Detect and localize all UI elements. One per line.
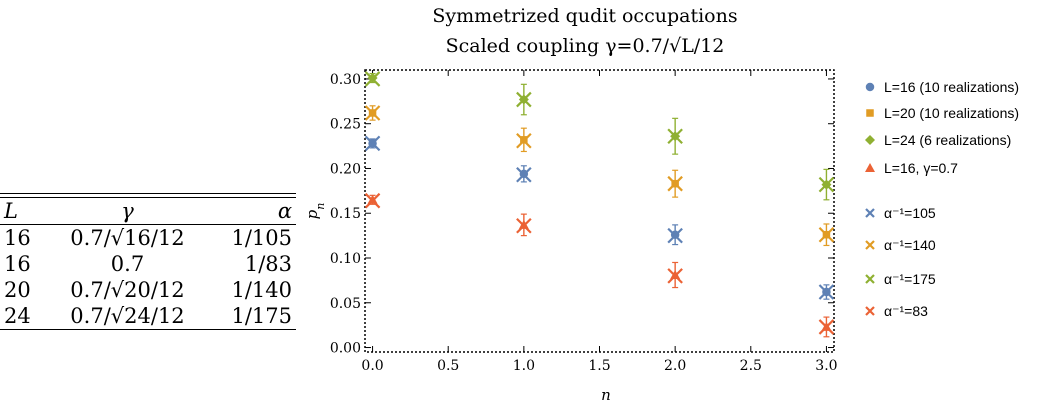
data-point xyxy=(667,175,683,192)
legend-label: L=16, γ=0.7 xyxy=(884,160,958,176)
y-tick-label: 0.05 xyxy=(330,296,361,312)
x-tick-label: 2.0 xyxy=(664,358,686,374)
y-tick-label: 0.20 xyxy=(330,161,361,177)
occupation-chart: Symmetrized qudit occupations Scaled cou… xyxy=(303,5,1019,404)
legend-marker xyxy=(865,135,875,145)
plot-frame xyxy=(364,69,835,353)
cell-alpha: 1/140 xyxy=(231,278,292,302)
table-row: 20 0.7/√20/12 1/140 xyxy=(0,277,296,303)
legend-marker xyxy=(865,82,875,92)
data-point xyxy=(818,226,835,243)
cell-gamma: 0.7 xyxy=(110,252,145,276)
parameter-table-grid: L γ α 16 0.7/√16/12 1/105 16 0.7 1/83 20… xyxy=(0,198,296,329)
header-gamma: γ xyxy=(121,199,134,223)
y-axis-label: pn xyxy=(303,203,327,220)
x-tick-label: 0.0 xyxy=(361,358,383,374)
legend-marker xyxy=(865,274,875,284)
y-axis-label-subscript: n xyxy=(314,203,327,210)
data-marks xyxy=(364,71,835,338)
cell-gamma: 0.7/√20/12 xyxy=(70,278,185,302)
y-axis-label-text: pn xyxy=(303,203,327,220)
legend-marker xyxy=(865,240,875,250)
x-tick-label: 1.5 xyxy=(588,358,610,374)
legend-label: L=20 (10 realizations) xyxy=(884,105,1019,121)
y-tick-label: 0.15 xyxy=(330,206,361,222)
axis-ticks: 0.0 0.5 1.0 1.5 2.0 2.5 3.0 0.00 0.05 0.10 0.15 0.2… xyxy=(330,70,838,374)
x-tick-label: 3.0 xyxy=(815,358,837,374)
table-top-rule xyxy=(0,193,296,198)
data-point xyxy=(364,105,381,121)
data-point xyxy=(516,217,532,234)
cell-alpha: 1/175 xyxy=(231,304,292,328)
legend-marker xyxy=(865,306,875,316)
legend-label: α⁻¹=140 xyxy=(884,237,936,253)
legend-marker xyxy=(866,109,874,117)
legend-label: L=16 (10 realizations) xyxy=(884,79,1019,95)
header-L: L xyxy=(4,199,18,223)
legend-label: α⁻¹=83 xyxy=(884,303,928,319)
data-point xyxy=(364,71,381,87)
chart-title: Symmetrized qudit occupations xyxy=(432,5,737,27)
cell-L: 24 xyxy=(4,304,31,328)
cell-alpha: 1/83 xyxy=(244,252,292,276)
cell-gamma: 0.7/√24/12 xyxy=(70,304,185,328)
data-point xyxy=(516,132,532,149)
data-point xyxy=(516,91,532,108)
legend-label: α⁻¹=105 xyxy=(884,205,936,221)
table-row: 16 0.7 1/83 xyxy=(0,251,296,277)
data-point xyxy=(364,192,381,209)
legend-label: α⁻¹=175 xyxy=(884,271,936,287)
data-point xyxy=(516,166,532,183)
x-tick-label: 1.0 xyxy=(513,358,535,374)
table-row: 16 0.7/√16/12 1/105 xyxy=(0,225,296,252)
data-point xyxy=(818,176,835,193)
legend-marker xyxy=(865,163,875,172)
chart-subtitle: Scaled coupling γ=0.7/√L/12 xyxy=(446,35,725,57)
cell-alpha: 1/105 xyxy=(231,226,292,250)
x-tick-label: 2.5 xyxy=(740,358,762,374)
y-tick-label: 0.30 xyxy=(330,72,361,88)
data-point xyxy=(818,319,835,335)
plot-area xyxy=(364,69,835,353)
data-point xyxy=(667,227,683,244)
cell-L: 20 xyxy=(4,278,31,302)
legend-label: L=24 (6 realizations) xyxy=(884,132,1011,148)
table-header-row: L γ α xyxy=(0,198,296,225)
parameter-table: L γ α 16 0.7/√16/12 1/105 16 0.7 1/83 20… xyxy=(0,193,296,330)
legend-marker xyxy=(865,208,875,218)
x-tick-label: 0.5 xyxy=(437,358,459,374)
x-axis-label: n xyxy=(601,386,611,404)
data-point xyxy=(818,284,835,300)
cell-L: 16 xyxy=(4,252,31,276)
y-tick-label: 0.00 xyxy=(330,341,361,357)
y-tick-label: 0.25 xyxy=(330,117,361,133)
table-row: 24 0.7/√24/12 1/175 xyxy=(0,303,296,329)
chart-legend: L=16 (10 realizations) L=20 (10 realizati… xyxy=(865,79,1019,319)
cell-gamma: 0.7/√16/12 xyxy=(70,226,185,250)
cell-L: 16 xyxy=(4,226,31,250)
data-point xyxy=(364,135,381,152)
data-point xyxy=(667,128,683,145)
data-point xyxy=(667,268,683,284)
header-alpha: α xyxy=(277,199,292,223)
table-bottom-rule xyxy=(0,329,296,330)
y-tick-label: 0.10 xyxy=(330,251,361,267)
